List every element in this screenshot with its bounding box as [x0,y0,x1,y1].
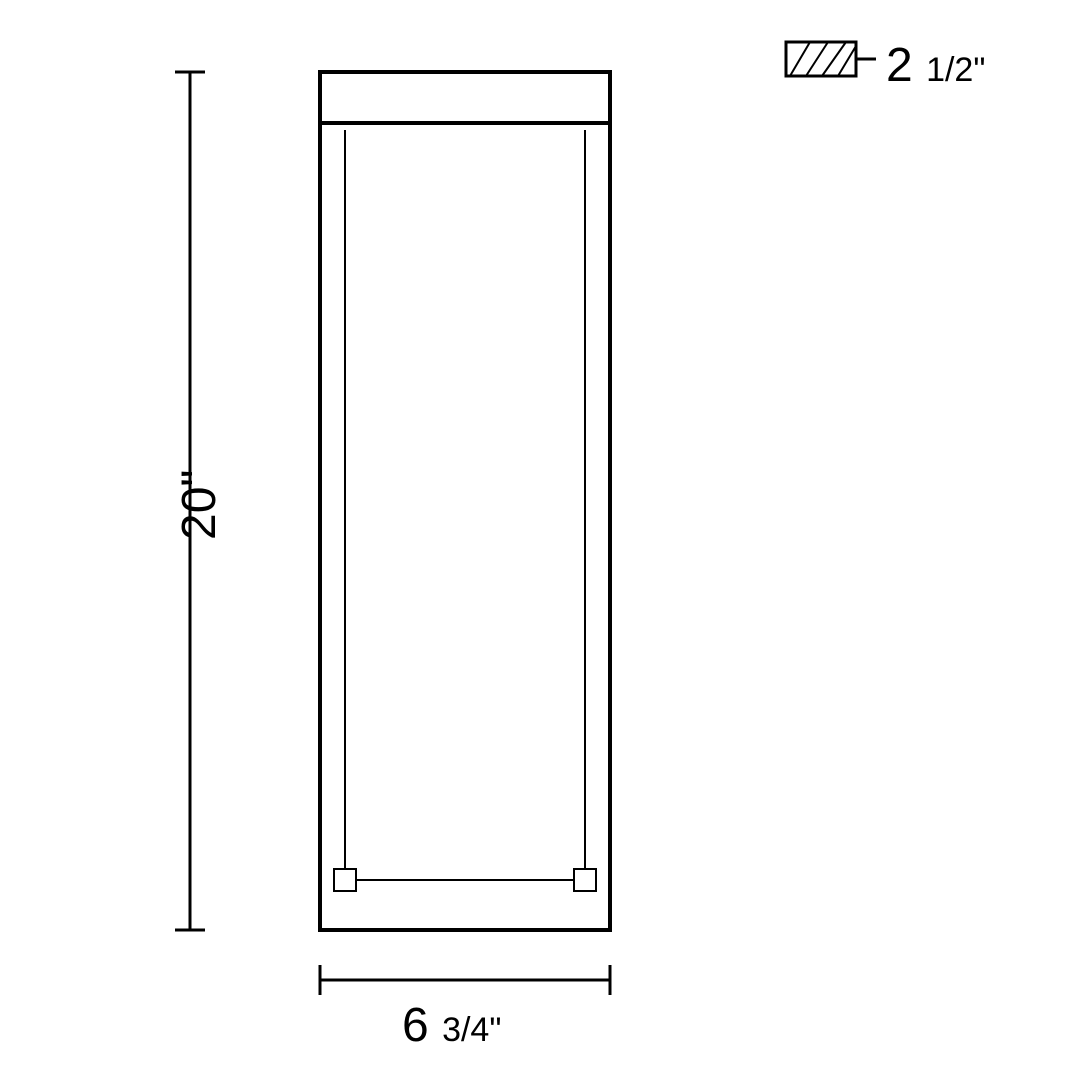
depth-label: 2 1/2" [886,38,985,93]
height-value: 20" [173,470,226,540]
width-value-frac: 3/4" [442,1011,501,1049]
dimension-diagram: { "canvas": { "width": 1080, "height": 1… [0,0,1080,1080]
depth-value-int: 2 [886,39,913,92]
fixture-outline [320,72,610,930]
width-value-int: 6 [402,999,429,1052]
depth-value-frac: 1/2" [926,51,985,89]
bracket-left [334,869,356,891]
width-label: 6 3/4" [402,998,501,1053]
hatch [790,42,810,76]
diagram-svg [0,0,1080,1080]
depth-swatch-box [786,42,856,76]
height-label: 20" [172,470,227,540]
bracket-right [574,869,596,891]
